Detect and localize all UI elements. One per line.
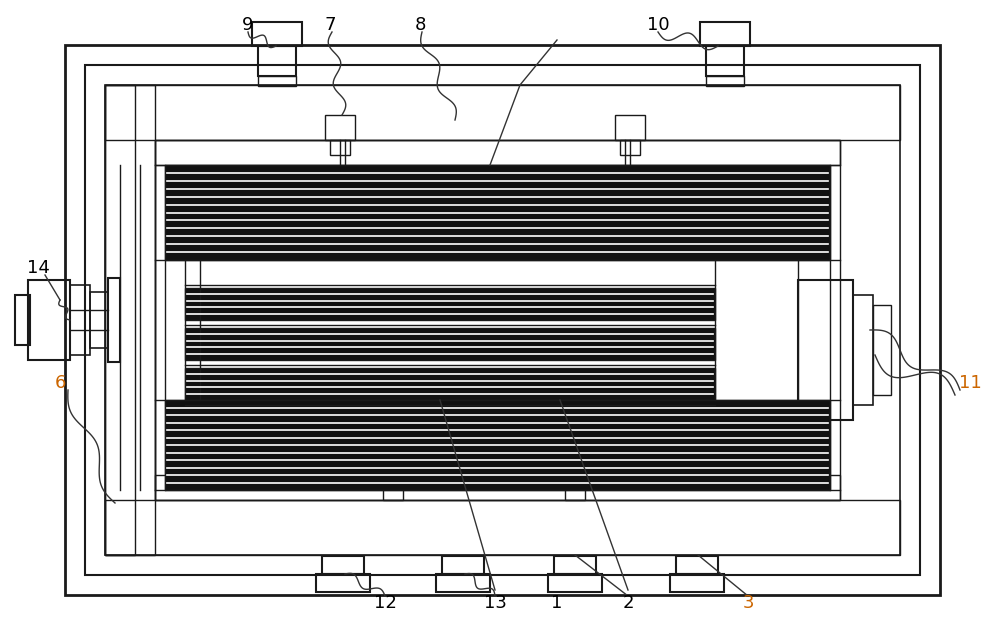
Bar	[155, 140, 840, 165]
Text: 8: 8	[414, 16, 426, 34]
Bar	[378, 460, 408, 485]
Bar	[85, 65, 920, 575]
Bar	[185, 368, 715, 400]
Bar	[548, 574, 602, 592]
Text: 10: 10	[647, 16, 669, 34]
Bar	[258, 76, 296, 86]
Bar	[873, 305, 891, 395]
Bar	[165, 400, 830, 490]
Text: 3: 3	[742, 594, 754, 612]
Bar	[105, 500, 900, 555]
Bar	[442, 556, 484, 574]
Bar	[105, 85, 900, 555]
Bar	[185, 288, 715, 320]
Bar	[700, 22, 750, 46]
Bar	[105, 85, 135, 555]
Text: 7: 7	[324, 16, 336, 34]
Text: 9: 9	[242, 16, 254, 34]
Bar	[155, 475, 840, 500]
Text: 13: 13	[484, 594, 506, 612]
Bar	[383, 485, 403, 500]
Bar	[706, 46, 744, 76]
Bar	[28, 280, 70, 360]
Bar	[70, 285, 90, 355]
Bar	[105, 85, 900, 140]
Bar	[436, 574, 490, 592]
Bar	[554, 556, 596, 574]
Bar	[798, 280, 853, 420]
Bar	[15, 295, 30, 345]
Text: 11: 11	[959, 374, 981, 392]
Bar	[322, 556, 364, 574]
Bar	[108, 278, 120, 362]
Bar	[252, 22, 302, 46]
Text: 12: 12	[374, 594, 396, 612]
Bar	[155, 140, 840, 500]
Bar	[853, 295, 873, 405]
Text: 14: 14	[27, 259, 49, 277]
Bar	[706, 76, 744, 86]
Text: 6: 6	[54, 374, 66, 392]
Bar	[565, 485, 585, 500]
Bar	[165, 165, 830, 260]
Text: 2: 2	[622, 594, 634, 612]
Bar	[258, 46, 296, 76]
Bar	[676, 556, 718, 574]
Bar	[316, 574, 370, 592]
Bar	[615, 115, 645, 140]
Bar	[90, 292, 108, 348]
Text: 1: 1	[551, 594, 563, 612]
Bar	[65, 45, 940, 595]
Bar	[325, 115, 355, 140]
Bar	[620, 140, 640, 155]
Bar	[330, 140, 350, 155]
Bar	[560, 460, 590, 485]
Bar	[185, 328, 715, 360]
Bar	[105, 85, 155, 555]
Bar	[670, 574, 724, 592]
